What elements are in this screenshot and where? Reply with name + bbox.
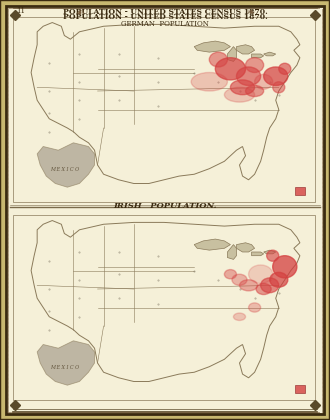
Ellipse shape xyxy=(233,313,246,320)
Ellipse shape xyxy=(224,270,237,279)
Ellipse shape xyxy=(264,67,288,85)
Ellipse shape xyxy=(215,58,246,80)
Text: IRISH   POPULATION.: IRISH POPULATION. xyxy=(113,202,217,210)
Ellipse shape xyxy=(240,280,258,291)
Ellipse shape xyxy=(230,80,255,94)
Ellipse shape xyxy=(248,303,261,312)
Polygon shape xyxy=(194,41,230,52)
Polygon shape xyxy=(37,341,94,385)
Polygon shape xyxy=(194,239,230,250)
Ellipse shape xyxy=(255,74,273,89)
Text: M E X I C O: M E X I C O xyxy=(50,365,79,370)
Ellipse shape xyxy=(273,256,297,278)
Text: POPULATION - UNITED STATES CENSUS 1870.: POPULATION - UNITED STATES CENSUS 1870. xyxy=(63,8,267,16)
Polygon shape xyxy=(227,47,237,61)
Ellipse shape xyxy=(209,52,227,67)
Ellipse shape xyxy=(256,284,271,294)
Bar xyxy=(295,187,305,195)
Bar xyxy=(13,215,315,400)
Polygon shape xyxy=(237,243,255,252)
Bar xyxy=(295,385,305,393)
Text: ❧: ❧ xyxy=(246,7,254,17)
Ellipse shape xyxy=(270,272,288,287)
Ellipse shape xyxy=(246,58,264,73)
Text: 11: 11 xyxy=(16,7,25,15)
Ellipse shape xyxy=(246,85,264,97)
Ellipse shape xyxy=(191,73,227,91)
Text: POPULATION - UNITED STATES CENSUS 1870.: POPULATION - UNITED STATES CENSUS 1870. xyxy=(63,13,267,21)
Polygon shape xyxy=(31,220,300,381)
Text: GERMAN  POPULATION: GERMAN POPULATION xyxy=(121,20,209,28)
Text: M E X I C O: M E X I C O xyxy=(50,167,79,171)
Ellipse shape xyxy=(232,274,247,285)
Ellipse shape xyxy=(261,278,279,293)
Ellipse shape xyxy=(237,67,261,85)
Bar xyxy=(13,17,315,202)
Polygon shape xyxy=(264,52,276,56)
Text: ☙: ☙ xyxy=(76,7,84,17)
Ellipse shape xyxy=(279,63,291,74)
Ellipse shape xyxy=(273,82,285,93)
Ellipse shape xyxy=(267,250,279,261)
Ellipse shape xyxy=(224,87,255,102)
Polygon shape xyxy=(251,54,264,58)
Ellipse shape xyxy=(248,265,273,284)
Polygon shape xyxy=(264,250,276,254)
Polygon shape xyxy=(237,45,255,54)
Polygon shape xyxy=(37,143,94,187)
Polygon shape xyxy=(251,252,264,256)
Polygon shape xyxy=(227,244,237,260)
Polygon shape xyxy=(31,23,300,184)
